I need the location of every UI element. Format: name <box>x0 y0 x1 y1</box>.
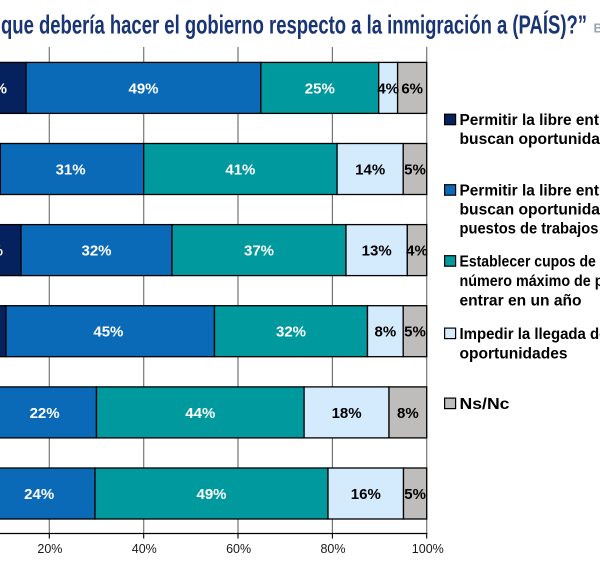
svg-text:37%: 37% <box>244 243 274 260</box>
svg-text:14%: 14% <box>355 161 385 178</box>
svg-text:8%: 8% <box>375 324 397 341</box>
svg-text:Establecer cupos de e: Establecer cupos de e <box>460 254 600 271</box>
svg-text:16%: 16% <box>0 80 7 97</box>
svg-text:24%: 24% <box>24 486 54 503</box>
svg-text:buscan oportunidad: buscan oportunidad <box>460 131 600 148</box>
svg-text:41%: 41% <box>225 161 255 178</box>
svg-text:oportunidades: oportunidades <box>460 345 568 362</box>
svg-text:5%: 5% <box>404 324 426 341</box>
svg-text:22%: 22% <box>30 405 60 422</box>
svg-text:puestos de trabajos d: puestos de trabajos d <box>460 220 600 237</box>
svg-text:Permitir la libre entra: Permitir la libre entra <box>460 182 600 199</box>
svg-text:60%: 60% <box>226 542 251 556</box>
svg-text:32%: 32% <box>81 243 111 260</box>
svg-text:número máximo de p: número máximo de p <box>460 273 600 290</box>
svg-text:14%: 14% <box>0 243 3 260</box>
svg-text:4%: 4% <box>377 80 399 97</box>
svg-text:que debería hacer el gobierno: que debería hacer el gobierno respecto a… <box>1 9 587 39</box>
svg-text:100%: 100% <box>412 542 444 556</box>
svg-text:18%: 18% <box>332 405 362 422</box>
svg-text:6%: 6% <box>401 80 423 97</box>
svg-text:45%: 45% <box>93 324 123 341</box>
svg-text:32%: 32% <box>276 324 306 341</box>
svg-text:16%: 16% <box>351 486 381 503</box>
svg-text:40%: 40% <box>132 542 157 556</box>
svg-text:20%: 20% <box>37 542 62 556</box>
svg-text:5%: 5% <box>404 486 426 503</box>
svg-text:8%: 8% <box>397 405 419 422</box>
svg-text:44%: 44% <box>185 405 215 422</box>
svg-text:25%: 25% <box>305 80 335 97</box>
svg-text:buscan oportunidad: buscan oportunidad <box>460 201 600 218</box>
svg-text:5%: 5% <box>404 161 426 178</box>
svg-text:entrar en un año: entrar en un año <box>460 293 582 310</box>
svg-text:49%: 49% <box>128 80 158 97</box>
svg-text:31%: 31% <box>56 161 86 178</box>
svg-text:80%: 80% <box>320 542 345 556</box>
svg-text:Ba: Ba <box>594 21 600 36</box>
svg-text:Permitir la libre entra: Permitir la libre entra <box>460 112 600 129</box>
svg-text:49%: 49% <box>196 486 226 503</box>
svg-text:Ns/Nc: Ns/Nc <box>460 396 510 413</box>
svg-text:13%: 13% <box>362 243 392 260</box>
svg-text:4%: 4% <box>406 243 428 260</box>
svg-text:Impedir la llegada de: Impedir la llegada de <box>460 326 600 343</box>
